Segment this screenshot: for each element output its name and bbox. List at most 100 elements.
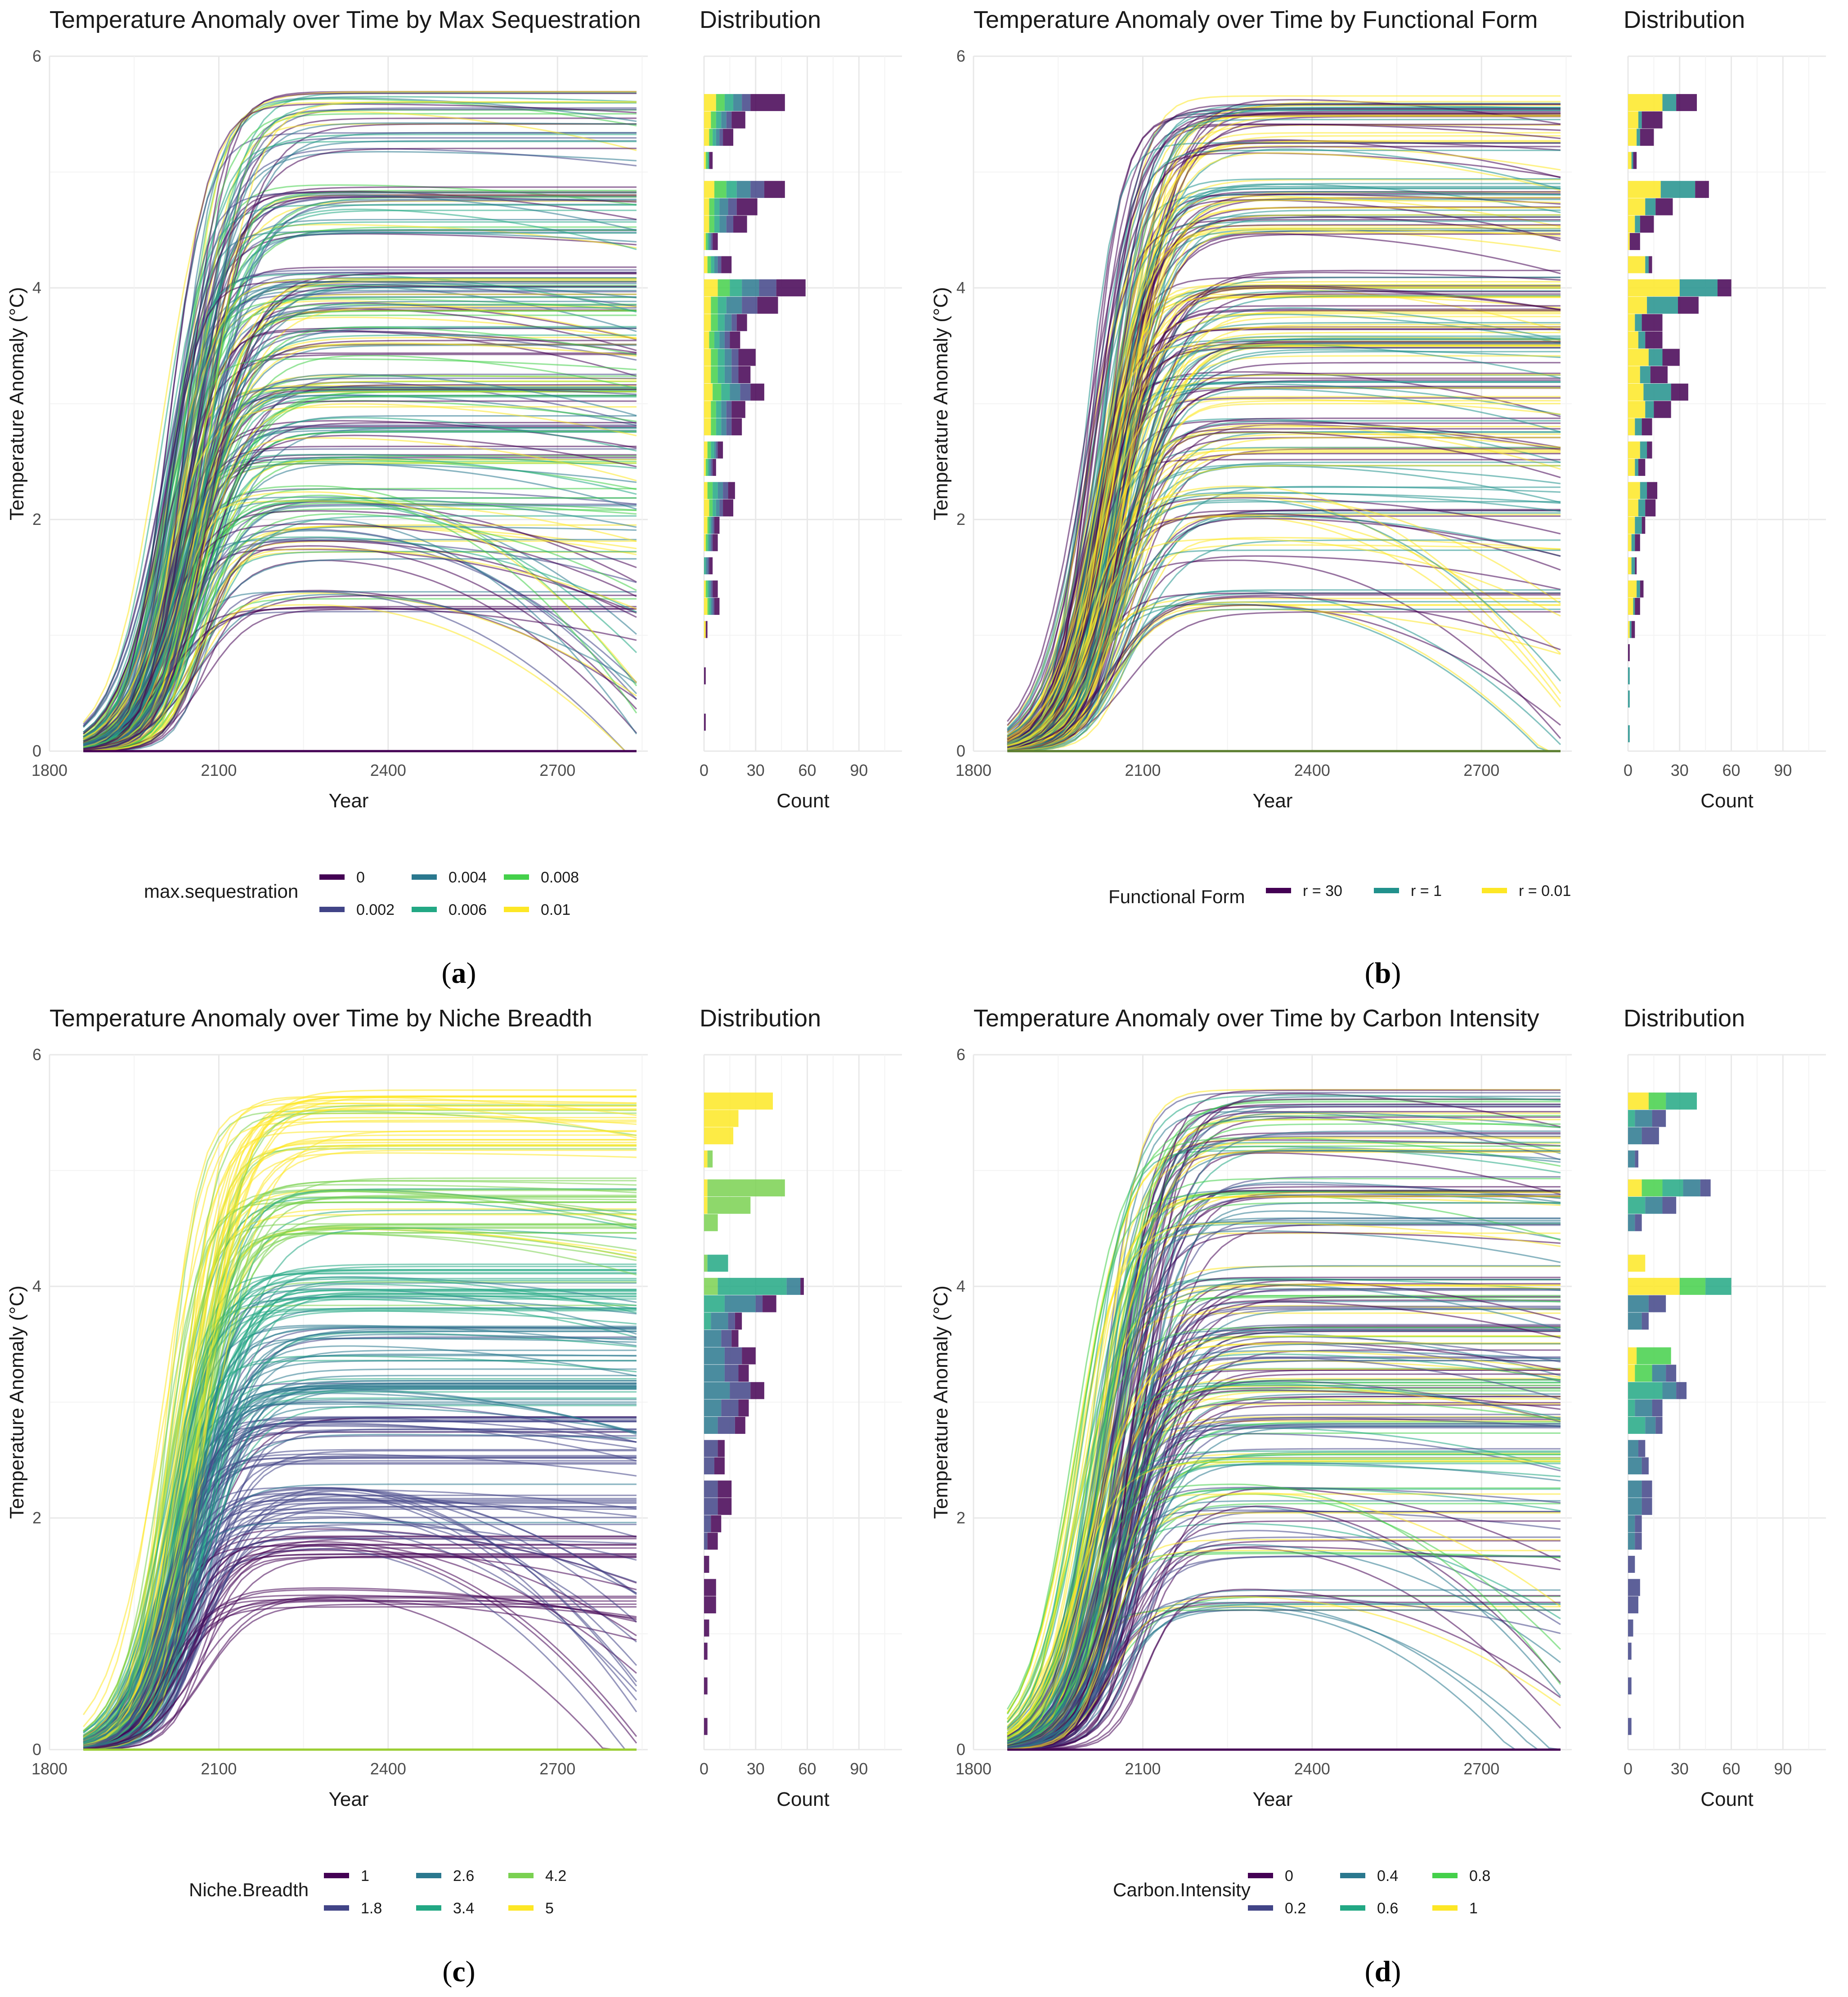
y-tick-label: 0	[956, 742, 965, 760]
histogram-bar	[757, 296, 778, 314]
histogram-bar	[1662, 1196, 1677, 1214]
trajectory-line	[1007, 1462, 1561, 1748]
histogram-bar	[1647, 296, 1678, 314]
x-tick-label: 2100	[1125, 1760, 1161, 1778]
dist-x-tick-label: 60	[1722, 1760, 1740, 1778]
histogram-bar	[1628, 1718, 1632, 1735]
trajectory-line	[1007, 385, 1561, 751]
trajectory-line	[83, 148, 637, 742]
histogram-bar	[721, 418, 727, 435]
legend-item: r = 1	[1374, 882, 1442, 900]
histogram-bar	[1635, 534, 1640, 551]
histogram-bar	[1645, 1196, 1663, 1214]
trajectory-line	[1007, 499, 1561, 748]
histogram-bar	[1628, 331, 1638, 349]
histogram-bar	[1645, 1417, 1656, 1434]
histogram-bar	[707, 1532, 718, 1550]
histogram-bar	[704, 1532, 708, 1550]
histogram-bar	[704, 557, 706, 574]
x-tick-label: 1800	[955, 1760, 991, 1778]
trajectory-line	[1007, 1231, 1561, 1737]
histogram-bar	[1683, 1179, 1700, 1197]
y-axis-label: Temperature Anomaly (°C)	[930, 287, 952, 520]
histogram-bar	[704, 534, 706, 551]
histogram-bar	[731, 314, 737, 331]
histogram-bar	[1635, 1110, 1652, 1127]
histogram-bar	[718, 1278, 787, 1295]
histogram-bar	[718, 482, 723, 499]
trajectory-line	[1007, 1602, 1561, 1751]
histogram-bar	[724, 94, 734, 111]
histogram-bar	[742, 279, 759, 296]
histogram-bar	[709, 331, 714, 349]
legend-item: 3.4	[416, 1900, 474, 1917]
histogram-bar	[1650, 366, 1668, 384]
histogram-bar	[704, 418, 711, 435]
histogram-bar	[704, 1718, 708, 1735]
histogram-bar	[738, 1365, 749, 1382]
trajectory-line	[83, 331, 637, 740]
histogram-bar	[1628, 401, 1646, 418]
trajectory-line	[1007, 225, 1561, 742]
histogram-bar	[1628, 499, 1638, 517]
histogram-bar	[1628, 366, 1640, 384]
trajectory-line	[83, 226, 637, 740]
panel-label: (b)	[1365, 957, 1401, 990]
histogram-bar	[1640, 580, 1644, 598]
histogram-bar	[1628, 534, 1632, 551]
histogram-bar	[1633, 598, 1635, 615]
histogram-bar	[736, 314, 747, 331]
histogram-bar	[1628, 233, 1630, 250]
histogram-bar	[1628, 482, 1640, 499]
trajectory-line	[83, 1263, 637, 1733]
trajectory-lines	[83, 91, 637, 752]
trajectory-line	[83, 1334, 637, 1744]
trajectory-line	[83, 1457, 637, 1749]
trajectory-line	[83, 326, 637, 748]
dist-x-axis-label: Count	[776, 1788, 829, 1810]
histogram-bar	[718, 441, 723, 459]
trajectory-line	[1007, 537, 1561, 752]
histogram-bar	[738, 1399, 749, 1417]
distribution-bars	[1628, 94, 1731, 743]
trajectory-line	[1007, 1505, 1561, 1748]
trajectory-line	[1007, 1219, 1561, 1738]
histogram-bar	[1628, 1312, 1642, 1330]
histogram-bar	[731, 418, 742, 435]
histogram-bar	[1638, 499, 1646, 517]
histogram-bar	[714, 1457, 725, 1475]
histogram-bar	[750, 1382, 764, 1399]
histogram-bar	[1628, 621, 1630, 638]
dist-x-tick-label: 30	[747, 761, 765, 779]
histogram-bar	[1637, 580, 1640, 598]
x-tick-label: 2100	[1125, 761, 1161, 779]
panel-label-letter: a	[452, 957, 466, 990]
trajectory-line	[1007, 1305, 1561, 1748]
x-axis-label: Year	[329, 1788, 369, 1810]
histogram-bar	[704, 279, 718, 296]
chart-title: Temperature Anomaly over Time by Carbon …	[973, 1005, 1539, 1032]
histogram-bar	[1628, 198, 1646, 215]
trajectory-lines	[82, 1089, 637, 1751]
trajectory-line	[1007, 311, 1561, 740]
histogram-bar	[1628, 580, 1637, 598]
histogram-bar	[726, 111, 732, 129]
histogram-bar	[1645, 198, 1656, 215]
trajectory-line	[83, 281, 637, 746]
histogram-bar	[728, 1312, 735, 1330]
trajectory-line	[83, 1598, 637, 1750]
x-axis-label: Year	[329, 790, 369, 812]
histogram-bar	[1642, 1312, 1649, 1330]
histogram-bar	[1629, 233, 1640, 250]
legend-label: r = 1	[1411, 882, 1442, 900]
trajectory-line	[1007, 400, 1561, 751]
trajectory-line	[83, 427, 637, 752]
trajectory-line	[1006, 1195, 1561, 1720]
histogram-bar	[1678, 296, 1699, 314]
trajectory-line	[83, 1296, 637, 1743]
panel-d: Temperature Anomaly over Time by Carbon …	[930, 1005, 1826, 1988]
histogram-bar	[1642, 1498, 1652, 1515]
histogram-bar	[704, 1677, 708, 1695]
trajectory-line	[83, 1201, 637, 1747]
legend-item: 0.6	[1340, 1900, 1398, 1917]
